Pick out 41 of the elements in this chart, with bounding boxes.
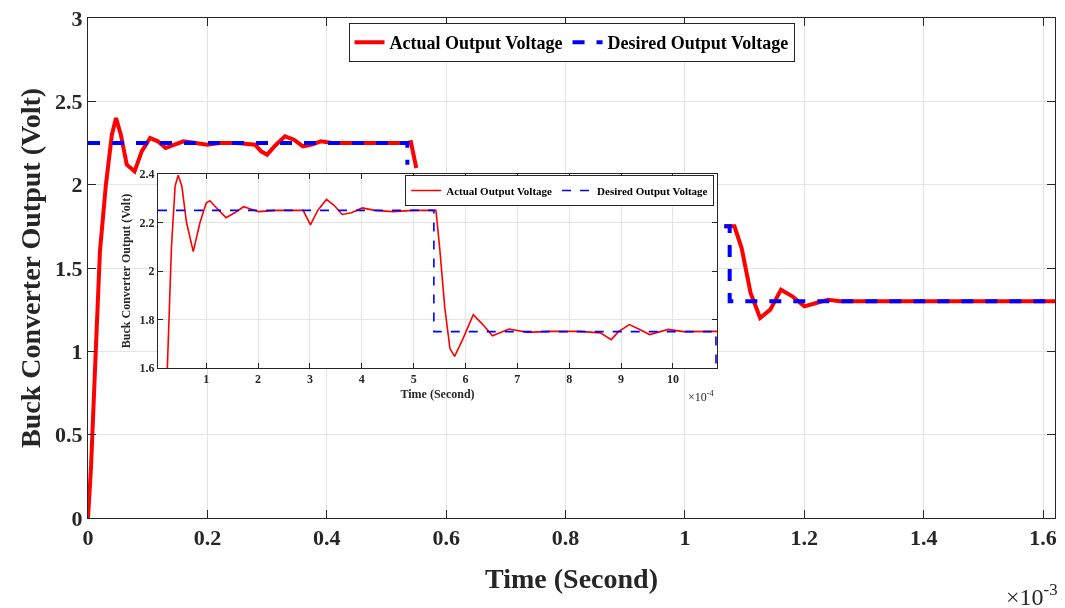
x-tick-label: 0.8 [551,525,580,551]
y-tick-label: 1.8 [139,312,155,327]
x-tick-label: 9 [618,372,625,387]
x-tick-label: 1.2 [790,525,819,551]
x-axis-title: Time (Second) [485,562,658,594]
legend-label: Actual Output Voltage [389,33,563,54]
x-tick-label: 3 [306,372,313,387]
y-tick-label: 3 [71,5,83,31]
legend-label: Desired Output Voltage [607,33,789,54]
x-tick-label: 1.6 [1029,525,1057,551]
y-tick-label: 0 [71,505,83,531]
text: ×10$^{-3}$ [1006,580,1058,608]
y-tick-label: 0.5 [55,422,83,448]
annotation: ×10$^{-4}$ [688,389,715,405]
y-tick-label: 1.6 [139,361,155,376]
y-axis-title: Buck Converter Output (Volt) [14,87,46,449]
x-tick-label: 7 [514,372,521,387]
y-tick-label: 2.4 [139,167,155,182]
y-tick-label: 2 [71,172,83,198]
line-series [166,174,717,368]
x-tick-label: 2 [255,372,262,387]
y-tick-label: 2 [148,264,155,279]
legend-label: Desired Output Voltage [597,184,708,197]
x-axis-title: Time (Second) [400,387,475,402]
y-axis-title: Buck Converter Output (Volt) [118,193,133,349]
x-tick-label: 0.6 [432,525,460,551]
x-tick-label: 10 [666,372,679,387]
y-tick-label: 1 [71,339,83,365]
y-tick-label: 2.5 [55,89,83,115]
y-tick-label: 1.5 [55,255,83,281]
x-tick-label: 4 [358,372,365,387]
x-tick-label: 1 [203,372,210,387]
legend-label: Actual Output Voltage [446,184,553,197]
x-tick-label: 0.2 [193,525,222,551]
y-tick-label: 2.2 [139,215,155,230]
x-tick-label: 8 [566,372,573,387]
x-tick-label: 0.4 [313,525,341,551]
x-tick-label: 5 [410,372,417,387]
x-tick-label: 6 [462,372,469,387]
x-tick-label: 1 [679,525,691,551]
x-tick-label: 1.4 [909,525,938,551]
